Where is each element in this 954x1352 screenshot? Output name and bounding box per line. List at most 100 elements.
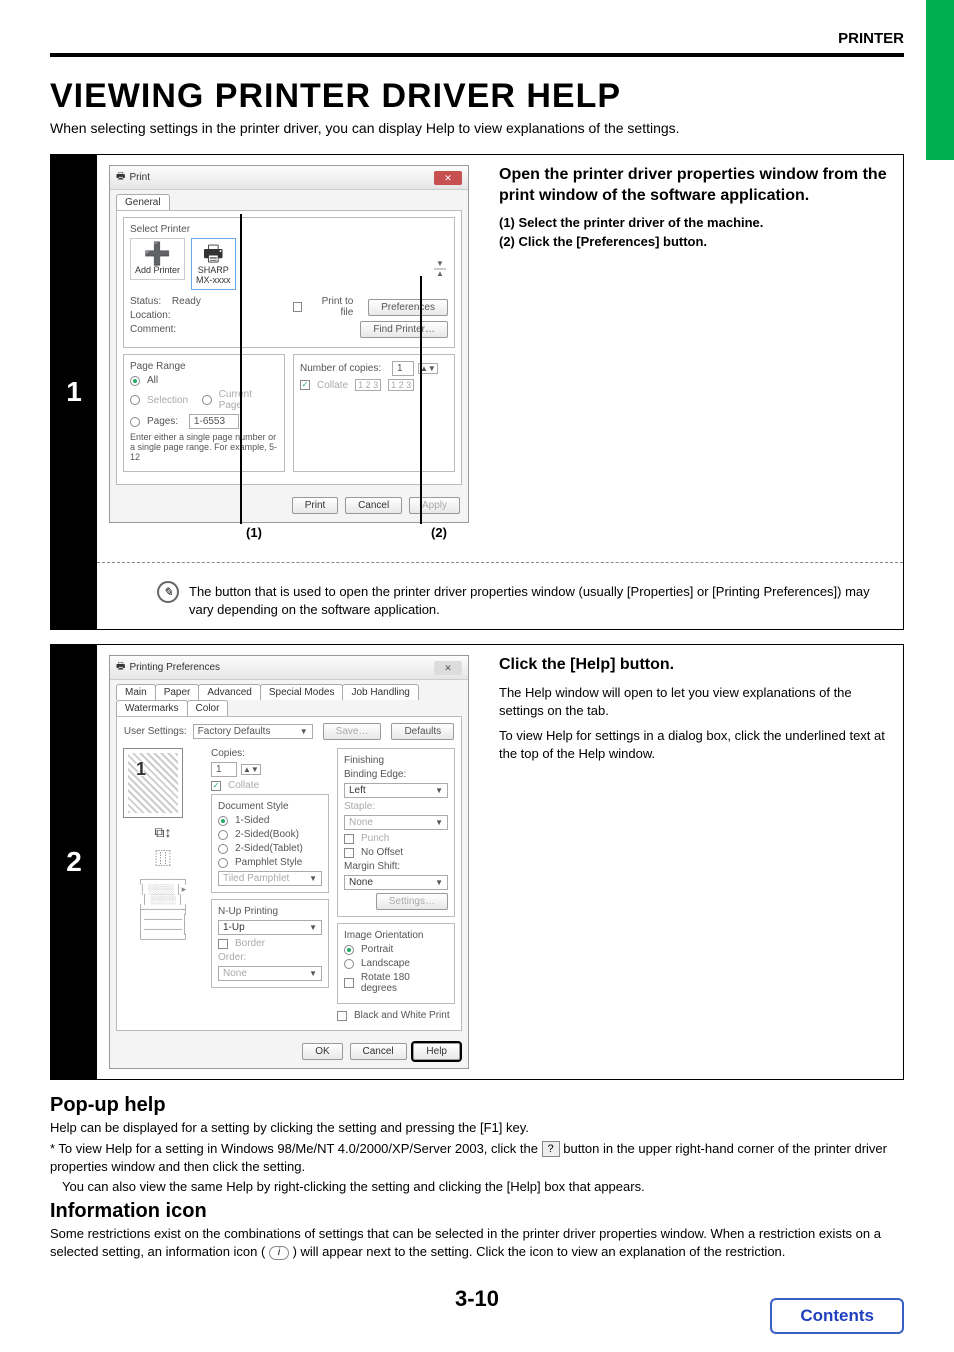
preferences-button[interactable]: Preferences [368,299,448,316]
apply-button[interactable]: Apply [409,497,460,514]
radio-landscape[interactable] [344,959,354,969]
cancel-button[interactable]: Cancel [345,497,402,514]
print-button[interactable]: Print [292,497,339,514]
copies-label: Number of copies: [300,363,381,374]
cancel-button[interactable]: Cancel [350,1043,407,1060]
sharp-printer-label: SHARP MX-xxxx [196,265,231,285]
radio-all[interactable] [130,376,140,386]
collate-icon: 1 2 3 [355,379,381,391]
tab-job[interactable]: Job Handling [342,684,418,700]
orientation-toggle-icon[interactable]: ⧉↕ [123,824,203,841]
tab-paper[interactable]: Paper [155,684,200,700]
order-label: Order: [218,952,246,963]
user-settings-dropdown[interactable]: Factory Defaults▼ [193,724,313,739]
radio-current[interactable] [202,395,212,405]
binding-label: Binding Edge: [344,769,406,780]
callout-line-2 [420,276,422,524]
tab-general[interactable]: General [116,194,170,210]
print-to-file-checkbox[interactable] [293,302,302,312]
help-button[interactable]: Help [413,1043,460,1060]
defaults-button[interactable]: Defaults [391,723,454,740]
location-label: Location: [130,310,171,321]
printer-icon: 🖶 [116,169,125,186]
contents-button[interactable]: Contents [770,1298,904,1334]
radio-selection[interactable] [130,395,140,405]
preferences-dialog: 🖶 Printing Preferences ✕ MainPaperAdvanc… [109,655,469,1069]
page-subtitle: When selecting settings in the printer d… [50,120,904,136]
user-settings-value: Factory Defaults [198,726,271,737]
popup-p2a: * To view Help for a setting in Windows … [50,1141,542,1156]
page-title: VIEWING PRINTER DRIVER HELP [50,77,904,116]
nup-dropdown[interactable]: 1-Up▼ [218,920,322,935]
radio-2sided-book[interactable] [218,830,228,840]
step1-line2: (2) Click the [Preferences] button. [499,234,891,249]
print-to-file-label: Print to file [309,296,353,318]
margin-dropdown[interactable]: None▼ [344,875,448,890]
copies-stepper[interactable]: ▲▼ [241,764,261,775]
tiled-label: Tiled Pamphlet [223,873,289,884]
copies-input[interactable]: 1 [392,361,414,376]
tab-color[interactable]: Color [187,700,229,716]
staple-label: Staple: [344,801,375,812]
sharp-printer-item[interactable]: 🖶 SHARP MX-xxxx [191,238,236,290]
popup-help-p1: Help can be displayed for a setting by c… [50,1119,904,1137]
margin-value: None [349,877,373,888]
staple-dropdown[interactable]: None▼ [344,815,448,830]
border-checkbox[interactable] [218,939,228,949]
radio-portrait[interactable] [344,945,354,955]
opt-all-label: All [147,375,158,386]
save-button[interactable]: Save… [323,723,382,740]
radio-pages[interactable] [130,417,140,427]
settings-button[interactable]: Settings… [376,893,448,910]
collate-icon: 1 2 3 [388,379,414,391]
copies-input[interactable]: 1 [211,762,237,777]
callout-2: (2) [409,525,469,540]
order-value: None [223,968,247,979]
tab-main[interactable]: Main [116,684,156,700]
dialog-title: Print [129,172,150,183]
callout-line-1 [240,214,242,524]
punch-checkbox[interactable] [344,834,354,844]
radio-1sided[interactable] [218,816,228,826]
finishing-label: Finishing [344,755,448,766]
step1-line1: (1) Select the printer driver of the mac… [499,215,891,230]
radio-pamphlet[interactable] [218,858,228,868]
printer-icon: 🖶 [196,243,231,265]
tabs-row: MainPaperAdvancedSpecial ModesJob Handli… [110,680,468,716]
binding-dropdown[interactable]: Left▼ [344,783,448,798]
ok-button[interactable]: OK [302,1043,342,1060]
rotate-checkbox[interactable] [344,978,354,988]
pages-input[interactable]: 1-6553 [189,414,239,429]
ds-4-label: Pamphlet Style [235,857,302,868]
tab-special[interactable]: Special Modes [260,684,344,700]
doc-style-label: Document Style [218,801,322,812]
popup-help-heading: Pop-up help [50,1094,904,1117]
radio-2sided-tablet[interactable] [218,844,228,854]
order-dropdown[interactable]: None▼ [218,966,322,981]
add-printer-item[interactable]: ➕ Add Printer [130,238,185,280]
tab-advanced[interactable]: Advanced [198,684,260,700]
nup-value: 1-Up [223,922,245,933]
collate-label: Collate [228,780,259,791]
collate-checkbox[interactable] [300,380,310,390]
printer-list-scrollbar[interactable]: ▲▼ [434,268,446,270]
opt-pages-label: Pages: [147,416,178,427]
step2-p1: The Help window will open to let you vie… [499,684,891,720]
step2-p2: To view Help for settings in a dialog bo… [499,727,891,763]
collate-checkbox[interactable] [211,781,221,791]
print-dialog: 🖶 Print ✕ General Select Printer [109,165,469,523]
find-printer-button[interactable]: Find Printer… [360,321,448,338]
nup-label: N-Up Printing [218,906,322,917]
landscape-label: Landscape [361,958,410,969]
close-icon[interactable]: ✕ [434,661,462,675]
tiled-pamphlet-dropdown[interactable]: Tiled Pamphlet▼ [218,871,322,886]
offset-checkbox[interactable] [344,848,354,858]
group-page-range: Page Range [130,361,278,372]
callout-1: (1) [239,525,269,540]
border-label: Border [235,938,265,949]
tab-watermarks[interactable]: Watermarks [116,700,188,716]
bw-checkbox[interactable] [337,1011,347,1021]
close-icon[interactable]: ✕ [434,171,462,185]
rotate-label: Rotate 180 degrees [361,972,448,994]
bw-label: Black and White Print [354,1010,450,1021]
